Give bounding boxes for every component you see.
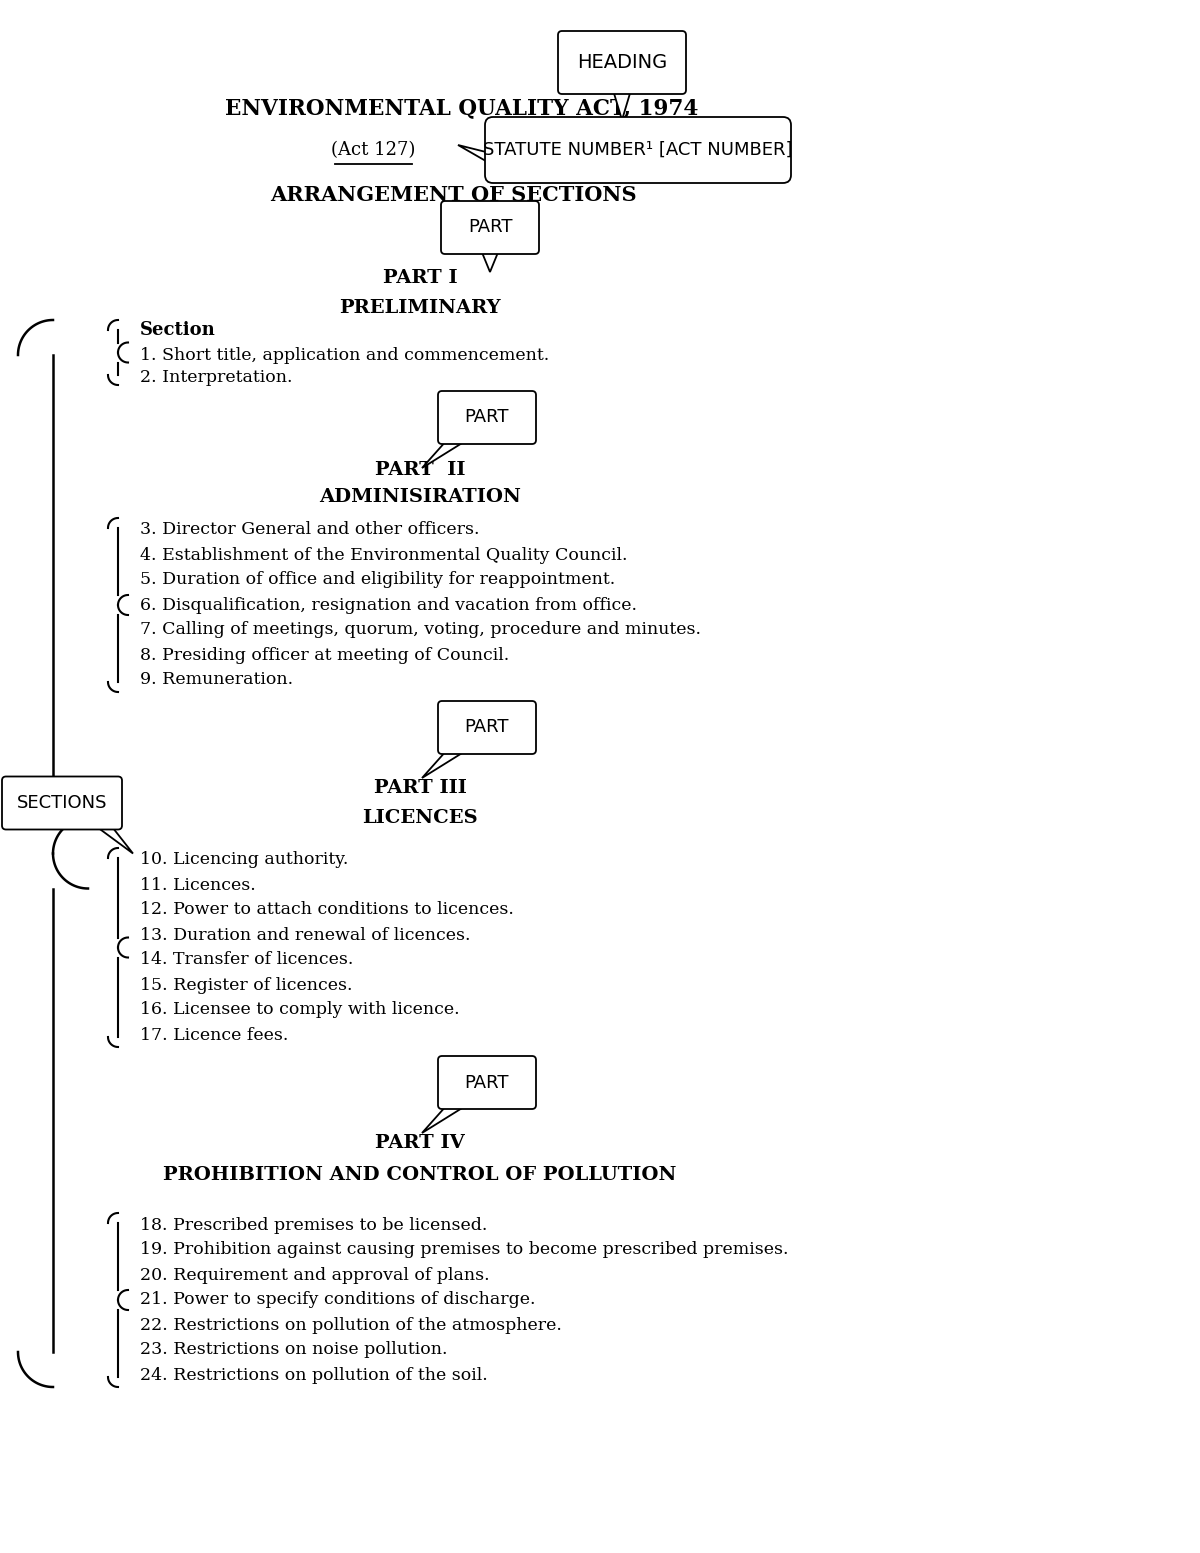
Text: PART: PART <box>464 1073 509 1092</box>
Text: ARRANGEMENT OF SECTIONS: ARRANGEMENT OF SECTIONS <box>270 185 636 205</box>
Text: PART: PART <box>464 719 509 736</box>
FancyBboxPatch shape <box>438 1056 536 1109</box>
Text: 6. Disqualification, resignation and vacation from office.: 6. Disqualification, resignation and vac… <box>140 596 637 613</box>
Text: 20. Requirement and approval of plans.: 20. Requirement and approval of plans. <box>140 1267 490 1283</box>
Text: ADMINISIRATION: ADMINISIRATION <box>319 488 521 506</box>
Text: PART: PART <box>468 219 512 236</box>
Polygon shape <box>613 90 631 120</box>
Polygon shape <box>422 1106 467 1134</box>
Text: SECTIONS: SECTIONS <box>17 794 107 812</box>
Text: 24. Restrictions on pollution of the soil.: 24. Restrictions on pollution of the soi… <box>140 1367 487 1384</box>
Text: 22. Restrictions on pollution of the atmosphere.: 22. Restrictions on pollution of the atm… <box>140 1317 562 1334</box>
FancyBboxPatch shape <box>442 200 539 255</box>
Polygon shape <box>481 250 499 272</box>
Text: PROHIBITION AND CONTROL OF POLLUTION: PROHIBITION AND CONTROL OF POLLUTION <box>163 1166 677 1183</box>
Polygon shape <box>422 750 467 778</box>
Text: 9. Remuneration.: 9. Remuneration. <box>140 671 293 688</box>
Text: PART  II: PART II <box>374 461 466 478</box>
Text: 8. Presiding officer at meeting of Council.: 8. Presiding officer at meeting of Counc… <box>140 646 509 663</box>
Text: PART III: PART III <box>373 780 467 797</box>
Text: 17. Licence fees.: 17. Licence fees. <box>140 1027 288 1044</box>
Text: 21. Power to specify conditions of discharge.: 21. Power to specify conditions of disch… <box>140 1292 535 1309</box>
Text: PART IV: PART IV <box>376 1134 464 1152</box>
Text: HEADING: HEADING <box>577 53 667 71</box>
Polygon shape <box>95 826 133 854</box>
Text: 15. Register of licences.: 15. Register of licences. <box>140 977 353 994</box>
Text: 7. Calling of meetings, quorum, voting, procedure and minutes.: 7. Calling of meetings, quorum, voting, … <box>140 621 701 638</box>
Text: 1. Short title, application and commencement.: 1. Short title, application and commence… <box>140 346 550 363</box>
Text: 10. Licencing authority.: 10. Licencing authority. <box>140 851 348 868</box>
Text: 14. Transfer of licences.: 14. Transfer of licences. <box>140 952 353 969</box>
Text: STATUTE NUMBER¹ [ACT NUMBER]: STATUTE NUMBER¹ [ACT NUMBER] <box>484 141 793 158</box>
Text: 5. Duration of office and eligibility for reappointment.: 5. Duration of office and eligibility fo… <box>140 572 616 589</box>
Text: PART: PART <box>464 408 509 427</box>
Text: Section: Section <box>140 321 216 339</box>
Text: 19. Prohibition against causing premises to become prescribed premises.: 19. Prohibition against causing premises… <box>140 1241 788 1258</box>
FancyBboxPatch shape <box>438 700 536 755</box>
Text: LICENCES: LICENCES <box>362 809 478 828</box>
Text: PART I: PART I <box>383 269 457 287</box>
Text: 3. Director General and other officers.: 3. Director General and other officers. <box>140 522 480 539</box>
Text: 18. Prescribed premises to be licensed.: 18. Prescribed premises to be licensed. <box>140 1216 487 1233</box>
FancyBboxPatch shape <box>485 116 791 183</box>
Text: ENVIRONMENTAL QUALITY ACT, 1974: ENVIRONMENTAL QUALITY ACT, 1974 <box>226 96 698 120</box>
Polygon shape <box>422 439 467 467</box>
Text: 4. Establishment of the Environmental Quality Council.: 4. Establishment of the Environmental Qu… <box>140 547 628 564</box>
Polygon shape <box>458 144 498 168</box>
Text: 16. Licensee to comply with licence.: 16. Licensee to comply with licence. <box>140 1002 460 1019</box>
Text: 11. Licences.: 11. Licences. <box>140 876 256 893</box>
Text: 12. Power to attach conditions to licences.: 12. Power to attach conditions to licenc… <box>140 901 514 918</box>
Text: 23. Restrictions on noise pollution.: 23. Restrictions on noise pollution. <box>140 1342 448 1359</box>
Text: 13. Duration and renewal of licences.: 13. Duration and renewal of licences. <box>140 927 470 944</box>
Text: PRELIMINARY: PRELIMINARY <box>340 300 500 317</box>
Text: 2. Interpretation.: 2. Interpretation. <box>140 370 293 387</box>
FancyBboxPatch shape <box>2 776 122 829</box>
Text: (Act 127): (Act 127) <box>331 141 415 158</box>
FancyBboxPatch shape <box>558 31 686 95</box>
FancyBboxPatch shape <box>438 391 536 444</box>
